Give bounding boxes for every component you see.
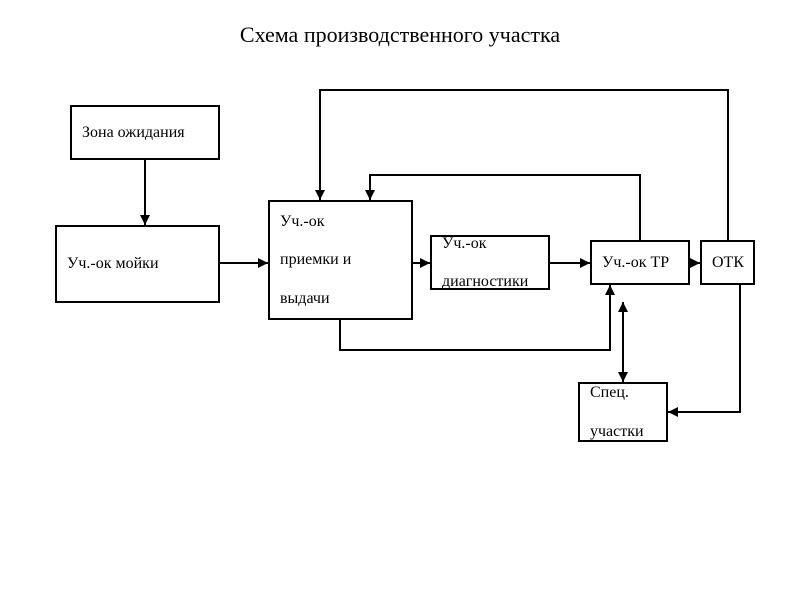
arrowhead-icon	[618, 302, 628, 312]
arrowhead-icon	[420, 258, 430, 268]
arrowhead-icon	[580, 258, 590, 268]
node-text: выдачи	[280, 289, 330, 308]
arrowhead-icon	[668, 407, 678, 417]
arrowhead-icon	[140, 215, 150, 225]
node-text: Уч.-ок	[442, 234, 486, 253]
node-wash: Уч.-ок мойки	[55, 225, 220, 303]
node-otk: ОТК	[700, 240, 755, 285]
node-text: приемки и	[280, 250, 351, 269]
diagram-title: Схема производственного участка	[0, 22, 800, 48]
node-text: Уч.-ок	[280, 212, 324, 231]
arrowhead-icon	[315, 190, 325, 200]
node-spec: Спец. участки	[578, 382, 668, 442]
arrowhead-icon	[605, 285, 615, 295]
node-text: Уч.-ок мойки	[67, 254, 159, 273]
arrowhead-icon	[690, 258, 700, 268]
node-text: участки	[590, 422, 644, 441]
arrowhead-icon	[365, 190, 375, 200]
arrowhead-icon	[618, 372, 628, 382]
diagram-canvas: Схема производственного участка Зона ожи…	[0, 0, 800, 600]
node-text: Спец.	[590, 383, 629, 402]
node-diag: Уч.-ок диагностики	[430, 235, 550, 290]
arrowhead-icon	[258, 258, 268, 268]
node-text: диагностики	[442, 272, 528, 291]
node-tr: Уч.-ок ТР	[590, 240, 690, 285]
node-text: Зона ожидания	[82, 123, 185, 142]
edge-line	[668, 285, 740, 412]
node-text: ОТК	[712, 253, 744, 272]
node-text: Уч.-ок ТР	[602, 253, 669, 272]
node-wait: Зона ожидания	[70, 105, 220, 160]
node-recv: Уч.-ок приемки и выдачи	[268, 200, 413, 320]
